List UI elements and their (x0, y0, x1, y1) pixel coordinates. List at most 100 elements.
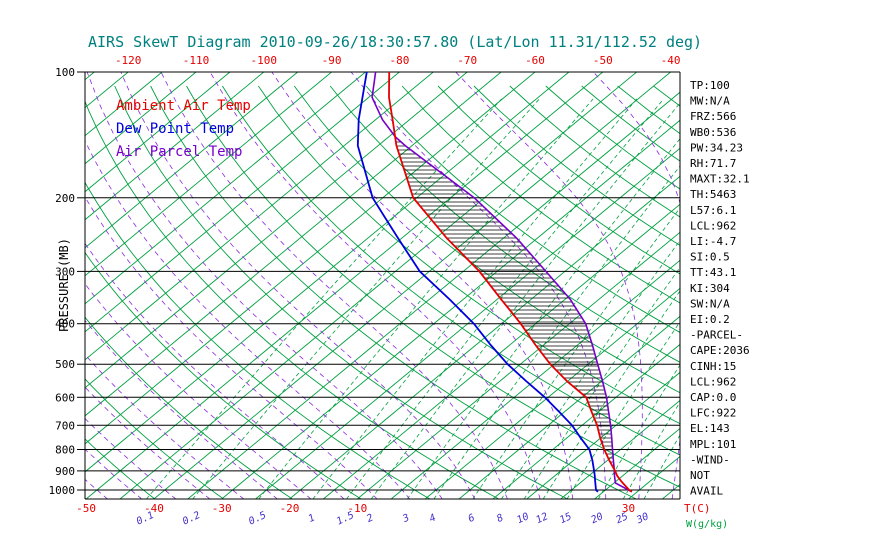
isotherm-line (390, 259, 680, 499)
mixing-ratio-label: 12 (534, 511, 550, 526)
stats-line: -PARCEL- (690, 329, 743, 342)
isotherm-line (119, 72, 637, 499)
isotherm-line (323, 203, 680, 499)
dry-adiabat-line (85, 181, 431, 499)
isotherm-line (85, 72, 400, 333)
stats-line: MAXT:32.1 (690, 173, 750, 186)
mixing-ratio-line (523, 266, 680, 499)
stats-line: SW:N/A (690, 297, 730, 310)
pressure-tick-label: 500 (55, 358, 75, 371)
skewt-background-grid (85, 72, 680, 499)
chart-title: AIRS SkewT Diagram 2010-09-26/18:30:57.8… (88, 33, 702, 51)
moist-adiabat-line (350, 72, 607, 499)
moist-adiabat-line (85, 354, 245, 499)
top-temp-label: -70 (457, 54, 477, 67)
temp-unit-label: T(C) (684, 502, 711, 515)
mixing-ratio-line (370, 102, 680, 499)
isotherm-line (85, 72, 434, 361)
mixing-ratio-line (500, 239, 680, 499)
stats-line: TT:43.1 (690, 266, 736, 279)
pressure-tick-label: 1000 (49, 484, 76, 497)
top-temp-label: -50 (593, 54, 613, 67)
stats-line: TP:100 (690, 79, 730, 92)
moist-adiabat-line (85, 139, 411, 499)
mixing-ratio-label: 3 (400, 512, 411, 525)
moist-adiabat-line (160, 72, 508, 499)
isotherm-line (526, 371, 680, 499)
stats-line: -WIND- (690, 453, 730, 466)
stats-line: CINH:15 (690, 360, 736, 373)
dry-adiabat-line (150, 85, 637, 499)
pressure-tick-label: 600 (55, 391, 75, 404)
legend-ambient-temp-label: Ambient Air Temp (116, 98, 251, 114)
isotherm-line (85, 72, 265, 221)
dry-adiabat-line (329, 85, 680, 363)
mixing-ratio-line (406, 138, 680, 499)
moist-adiabat-line (209, 72, 541, 499)
moist-adiabat-line (85, 386, 211, 499)
stats-line: FRZ:566 (690, 110, 736, 123)
stats-line: CAPE:2036 (690, 344, 750, 357)
moist-adiabat-line (271, 72, 574, 499)
dry-adiabat-line (437, 85, 680, 275)
cape-hatch-area (395, 137, 614, 467)
axis-tick-labels: 100 200 300 400 500 600 700 800 900 1000 -120 -110 -… (49, 54, 681, 528)
stats-line: SI:0.5 (690, 251, 730, 264)
bottom-temp-label: -20 (280, 502, 300, 515)
dry-adiabat-line (85, 438, 156, 499)
top-temp-label: -60 (525, 54, 545, 67)
moist-adiabat-line (455, 72, 643, 499)
pressure-tick-label: 800 (55, 444, 75, 457)
dry-adiabat-line (85, 251, 362, 499)
air-parcel-curve (371, 72, 633, 493)
dry-adiabat-line (293, 85, 680, 394)
isotherm-line (85, 72, 298, 249)
stats-line: LCL:962 (690, 219, 736, 232)
moist-adiabat-line (85, 417, 177, 499)
mixing-ratio-label: 20 (589, 511, 605, 526)
dry-adiabat-line (114, 85, 569, 499)
moist-adiabat-line (85, 319, 278, 499)
isotherm-line (85, 72, 366, 305)
mixing-ratio-line (542, 290, 680, 499)
sounding-curves (356, 72, 633, 493)
pressure-tick-label: 300 (55, 265, 75, 278)
moist-adiabat-line (85, 283, 312, 499)
bottom-temp-label: -40 (144, 502, 164, 515)
mixing-ratio-label: 10 (515, 511, 531, 526)
stats-line: AVAIL (690, 485, 723, 498)
isotherm-line (187, 91, 680, 499)
isotherm-line (560, 399, 680, 499)
isotherm-line (85, 72, 604, 499)
dry-adiabat-line (222, 85, 680, 456)
pressure-tick-label: 400 (55, 318, 75, 331)
stats-line: KI:304 (690, 282, 730, 295)
isotherm-line (153, 72, 671, 499)
isotherm-line (255, 147, 680, 499)
isotherm-line (85, 72, 536, 445)
mixing-ratio-label: 15 (558, 511, 574, 526)
mixing-unit-label: W(g/kg) (686, 519, 728, 530)
legend-air-parcel-label: Air Parcel Temp (116, 144, 242, 160)
dry-adiabat-line (186, 85, 680, 488)
stats-line: EL:143 (690, 422, 730, 435)
top-temp-label: -110 (183, 54, 210, 67)
top-temp-label: -120 (115, 54, 142, 67)
stats-line: RH:71.7 (690, 157, 736, 170)
moist-adiabat-line (85, 196, 378, 499)
legend-dew-point-label: Dew Point Temp (116, 121, 234, 137)
mixing-ratio-line (145, 98, 502, 499)
isotherm-line (85, 72, 570, 473)
dry-adiabat-line (85, 316, 293, 499)
pressure-axis-label: PRESSURE (MB) (57, 238, 71, 332)
top-temp-label: -40 (661, 54, 681, 67)
stats-line: LFC:922 (690, 407, 736, 420)
mixing-ratio-line (192, 98, 540, 499)
pressure-tick-label: 100 (55, 66, 75, 79)
top-temp-label: -90 (322, 54, 342, 67)
mixing-ratio-line (346, 98, 665, 499)
isotherm-line (424, 287, 680, 499)
dry-adiabat-line (258, 85, 680, 425)
pressure-tick-label: 700 (55, 419, 75, 432)
